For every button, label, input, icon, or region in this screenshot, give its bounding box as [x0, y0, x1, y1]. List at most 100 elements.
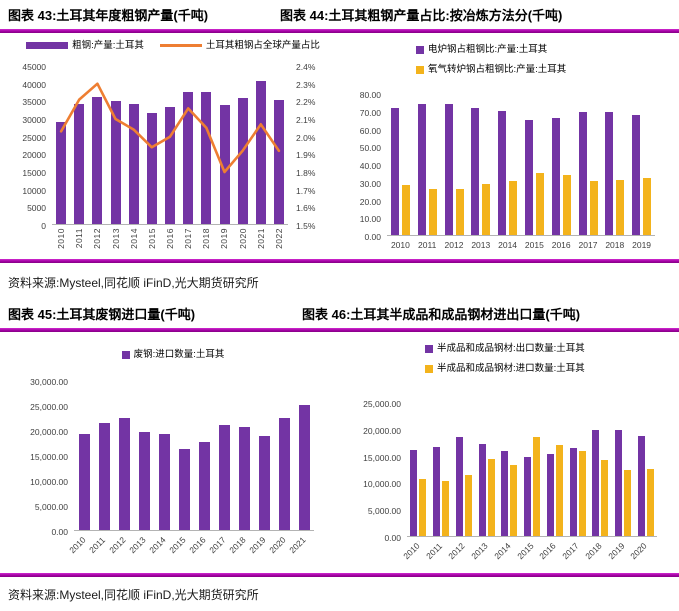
bar [501, 450, 509, 536]
y-axis-tick-label: 1.8% [296, 168, 316, 178]
line-series-swatch-icon [159, 44, 202, 47]
figure-44-title: 图表 44:土耳其粗钢产量占比:按冶炼方法分(千吨) [280, 8, 563, 23]
bar [555, 444, 563, 536]
bar [428, 188, 437, 235]
bar-series-swatch-icon [26, 42, 69, 49]
bar [601, 460, 609, 536]
y-axis-tick-label: 40.00 [359, 161, 381, 171]
figure-44-x-axis: 2010 2011 2012 2013 2014 2015 2016 2017 2018 2019 [387, 236, 655, 256]
bar-series-swatch-icon [425, 364, 433, 373]
y-axis-tick-label: 10000 [22, 185, 46, 196]
section-divider-2 [0, 573, 679, 577]
bar [146, 112, 157, 224]
figure-44-plot-row: 80.00 70.00 60.00 50.00 40.00 30.00 20.00 10.00… [341, 90, 671, 242]
bar [218, 425, 230, 530]
figure-43-title: 图表 43:土耳其年度粗钢产量(千吨) [8, 8, 209, 23]
bar-series-swatch-icon [425, 344, 433, 353]
x-axis-tick-label: 2016 [165, 228, 176, 249]
figure-46-x-axis: 2010 2011 2012 2013 2014 2015 2016 2017 2018 2019… [401, 537, 657, 573]
legend-label: 氧气转炉钢占粗钢比:产量:土耳其 [428, 64, 567, 75]
x-axis-tick-label: 2010 [390, 240, 410, 250]
bar [578, 112, 587, 235]
figure-43-y-axis-left: 45000 40000 35000 30000 25000 20000 15000 10000… [8, 62, 52, 231]
x-axis-tick-label: 2015 [524, 240, 544, 250]
y-axis-tick-label: 10,000.00 [30, 477, 68, 487]
figure-43-legend: 粗钢:产量:土耳其 土耳其粗钢占全球产量占比 [8, 39, 338, 52]
legend-item: 氧气转炉钢占粗钢比:产量:土耳其 [416, 63, 566, 76]
charts-row-2: 废钢:进口数量:土耳其 30,000.00 25,000.00 20,000.00 1… [0, 332, 679, 573]
bar [98, 422, 110, 530]
bar [533, 436, 540, 536]
bar [56, 121, 67, 224]
y-axis-tick-label: 0.00 [51, 527, 68, 537]
bar [442, 481, 450, 536]
x-axis-tick-label: 2021 [255, 228, 266, 249]
bar [623, 470, 631, 536]
bar [643, 177, 652, 235]
y-axis-tick-label: 35000 [22, 97, 46, 108]
bar [562, 174, 571, 235]
title-divider-1 [0, 29, 679, 33]
bar [433, 447, 441, 536]
bar [498, 111, 507, 235]
y-axis-tick-label: 25,000.00 [30, 402, 68, 412]
bar [158, 434, 170, 530]
y-axis-tick-label: 2.2% [296, 97, 316, 108]
bar [237, 97, 248, 224]
figure-45-x-axis: 2010 2011 2012 2013 2014 2015 2016 2017 2018 2019… [67, 531, 314, 567]
bar [455, 437, 463, 536]
bar [535, 172, 544, 235]
bar [632, 114, 641, 235]
bar [78, 433, 90, 530]
bar [401, 184, 410, 235]
legend-item: 电炉钢占粗钢比:产量:土耳其 [416, 43, 547, 56]
bar [118, 418, 130, 530]
bar [165, 106, 175, 224]
x-axis-tick-label: 2013 [110, 228, 121, 249]
bar [183, 91, 194, 224]
bar [510, 465, 518, 536]
y-axis-tick-label: 0.00 [384, 533, 401, 543]
bar [128, 103, 139, 224]
y-axis-tick-label: 15,000.00 [363, 452, 401, 463]
figure-45-plot-area [74, 381, 314, 531]
y-axis-tick-label: 2.4% [296, 62, 316, 72]
bar [637, 436, 645, 536]
figure-44-plot-area [387, 94, 655, 236]
x-axis-tick-label: 2020 [628, 540, 649, 562]
y-axis-tick-label: 70.00 [359, 107, 381, 118]
bar [616, 180, 625, 235]
line-series [59, 82, 281, 174]
y-axis-tick-label: 20,000.00 [30, 427, 68, 437]
y-axis-tick-label: 10.00 [359, 214, 381, 225]
x-axis-tick-label: 2018 [605, 240, 625, 250]
x-axis-tick-label: 2020 [237, 228, 248, 249]
y-axis-tick-label: 80.00 [359, 90, 381, 100]
figure-43-y-axis-right: 2.4% 2.3% 2.2% 2.1% 2.0% 1.9% 1.8% 1.7% 1.6% 1.5% [288, 62, 328, 231]
source-note-2: 资料来源:Mysteel,同花顺 iFinD,光大期货研究所 [8, 588, 259, 602]
figure-45-plot-row: 30,000.00 25,000.00 20,000.00 15,000.00 10,0… [8, 377, 338, 537]
source-note-1: 资料来源:Mysteel,同花顺 iFinD,光大期货研究所 [8, 276, 259, 290]
bar-series-swatch-icon [121, 350, 130, 359]
x-axis-tick-label: 2011 [418, 240, 437, 250]
figure-44-y-axis-left: 80.00 70.00 60.00 50.00 40.00 30.00 20.00 10.00… [341, 90, 387, 242]
bar [614, 430, 622, 536]
y-axis-tick-label: 1.5% [296, 221, 316, 231]
bar [110, 101, 121, 224]
figure-43-x-axis: 2010 2011 2012 2013 2014 2015 2016 2017 2018 2019… [52, 225, 288, 259]
bar [273, 100, 284, 224]
x-axis-tick-label: 2017 [578, 240, 598, 250]
bar [569, 448, 577, 536]
bar [551, 118, 560, 235]
legend-item: 半成品和成品钢材:进口数量:土耳其 [425, 362, 585, 375]
figure-45-title: 图表 45:土耳其废钢进口量(千吨) [8, 307, 196, 322]
legend-item: 粗钢:产量:土耳其 [26, 39, 144, 52]
figure-45-y-axis-left: 30,000.00 25,000.00 20,000.00 15,000.00 10,0… [8, 377, 74, 537]
legend-label: 废钢:进口数量:土耳其 [133, 349, 225, 360]
figure-44-legend: 电炉钢占粗钢比:产量:土耳其氧气转炉钢占粗钢比:产量:土耳其 [341, 43, 671, 76]
bar [258, 435, 270, 530]
bar [578, 451, 586, 536]
bar [524, 456, 531, 536]
bar [390, 107, 399, 235]
figure-46-plot-row: 25,000.00 20,000.00 15,000.00 10,000.00 5,00… [341, 399, 671, 543]
